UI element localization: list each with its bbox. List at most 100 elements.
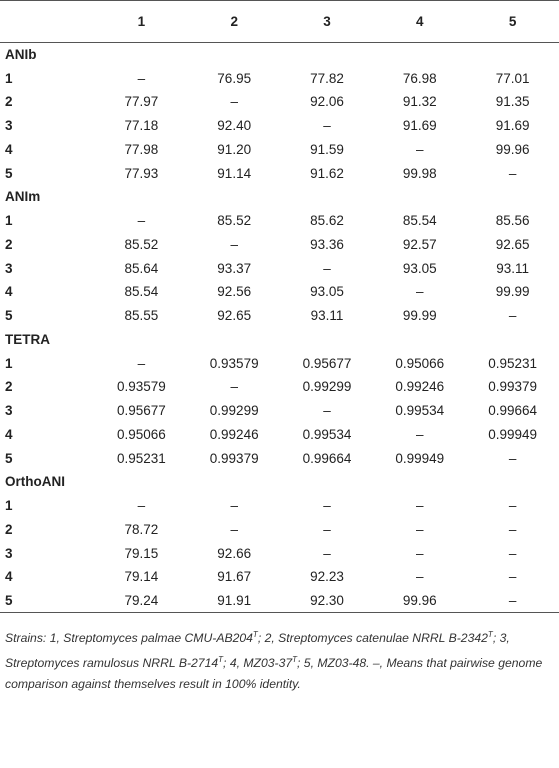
section-row: TETRA bbox=[0, 328, 559, 352]
footnote-text: ; 3, Streptomyces ramulosus NRRL B-2714 bbox=[5, 631, 510, 671]
cell: 0.99949 bbox=[488, 426, 537, 442]
cell: 78.72 bbox=[124, 521, 159, 537]
cell: – bbox=[508, 165, 517, 181]
cell: 77.98 bbox=[124, 141, 159, 157]
data-row: 4 79.14 91.67 92.23 – – bbox=[0, 565, 559, 589]
cell: – bbox=[230, 236, 238, 252]
cell: 99.96 bbox=[495, 141, 530, 157]
cell: 77.82 bbox=[310, 70, 344, 86]
cell: 0.99299 bbox=[209, 403, 259, 419]
cell: 85.55 bbox=[124, 308, 159, 324]
footnote: Strains: 1, Streptomyces palmae CMU-AB20… bbox=[5, 624, 553, 695]
cell: 91.32 bbox=[402, 94, 437, 110]
cell: – bbox=[230, 498, 238, 514]
cell: 0.95231 bbox=[488, 355, 537, 371]
cell: 76.98 bbox=[402, 70, 437, 86]
cell: 91.35 bbox=[495, 94, 530, 110]
cell: 79.14 bbox=[124, 569, 159, 585]
cell: – bbox=[416, 284, 424, 300]
cell: 85.54 bbox=[124, 284, 159, 300]
superscript: T bbox=[292, 655, 298, 665]
cell: 0.99664 bbox=[488, 403, 537, 419]
row-label: 2 bbox=[5, 379, 13, 395]
section-title: OrthoANI bbox=[5, 474, 65, 490]
cell: 99.96 bbox=[402, 592, 437, 608]
row-label: 4 bbox=[5, 141, 13, 157]
cell: 91.14 bbox=[217, 165, 252, 181]
row-label: 3 bbox=[5, 545, 13, 561]
row-label: 3 bbox=[5, 403, 13, 419]
cell: 77.18 bbox=[124, 118, 159, 134]
cell: 0.95677 bbox=[116, 403, 166, 419]
cell: 0.95066 bbox=[116, 426, 166, 442]
data-row: 3 85.64 93.37 – 93.05 93.11 bbox=[0, 256, 559, 280]
cell: 91.91 bbox=[217, 592, 252, 608]
cell: 0.95231 bbox=[116, 450, 166, 466]
cell: – bbox=[137, 355, 146, 371]
section-title: ANIm bbox=[5, 189, 41, 205]
header-row: 1 2 3 4 5 bbox=[0, 0, 559, 43]
data-row: 3 79.15 92.66 – – – bbox=[0, 541, 559, 565]
cell: – bbox=[137, 213, 146, 229]
data-row: 5 77.93 91.14 91.62 99.98 – bbox=[0, 161, 559, 185]
cell: 93.36 bbox=[310, 236, 344, 252]
cell: 85.52 bbox=[124, 236, 159, 252]
cell: 0.95066 bbox=[395, 355, 445, 371]
cell: 93.11 bbox=[496, 260, 529, 276]
cell: – bbox=[323, 521, 331, 537]
comparison-table: 1 2 3 4 5 ANIb 1 – 76.95 77.82 76.98 77.01 2 77.97 – 9… bbox=[0, 0, 559, 613]
cell: 85.62 bbox=[310, 213, 344, 229]
footnote-text: ; 4, MZ03-37 bbox=[223, 656, 293, 671]
column-header: 5 bbox=[508, 14, 517, 29]
cell: 0.99246 bbox=[209, 426, 259, 442]
cell: – bbox=[323, 403, 331, 419]
cell: 0.93579 bbox=[209, 355, 259, 371]
cell: 76.95 bbox=[217, 70, 252, 86]
row-label: 3 bbox=[5, 260, 13, 276]
cell: 92.56 bbox=[217, 284, 252, 300]
cell: – bbox=[416, 426, 424, 442]
footnote-text: ; 5, MZ03-48. –, Means that pairwise gen… bbox=[5, 656, 543, 692]
cell: 99.98 bbox=[402, 165, 437, 181]
section-title: TETRA bbox=[5, 331, 50, 347]
cell: 93.11 bbox=[310, 308, 344, 324]
data-row: 5 85.55 92.65 93.11 99.99 – bbox=[0, 304, 559, 328]
cell: – bbox=[230, 521, 238, 537]
cell: 77.01 bbox=[495, 70, 530, 86]
cell: 85.54 bbox=[402, 213, 437, 229]
cell: 91.69 bbox=[495, 118, 530, 134]
cell: 79.24 bbox=[124, 592, 159, 608]
cell: – bbox=[508, 592, 517, 608]
cell: 92.40 bbox=[217, 118, 252, 134]
cell: – bbox=[323, 545, 331, 561]
row-label: 4 bbox=[5, 569, 13, 585]
cell: – bbox=[323, 260, 331, 276]
cell: 0.99534 bbox=[395, 403, 445, 419]
cell: 92.30 bbox=[310, 592, 344, 608]
cell: 77.93 bbox=[124, 165, 159, 181]
cell: 92.66 bbox=[217, 545, 252, 561]
cell: – bbox=[508, 569, 517, 585]
row-label: 5 bbox=[5, 592, 13, 608]
row-label: 1 bbox=[5, 498, 13, 514]
data-row: 1 – 0.93579 0.95677 0.95066 0.95231 bbox=[0, 351, 559, 375]
row-label: 3 bbox=[5, 118, 13, 134]
cell: 0.99246 bbox=[395, 379, 445, 395]
cell: 92.65 bbox=[217, 308, 252, 324]
cell: – bbox=[416, 545, 424, 561]
cell: – bbox=[508, 450, 517, 466]
cell: – bbox=[416, 498, 424, 514]
cell: – bbox=[416, 521, 424, 537]
cell: 85.56 bbox=[495, 213, 530, 229]
row-label: 4 bbox=[5, 426, 13, 442]
row-label: 1 bbox=[5, 213, 13, 229]
cell: – bbox=[323, 118, 331, 134]
cell: 0.99534 bbox=[302, 426, 352, 442]
corner-cell bbox=[0, 1, 95, 43]
row-label: 1 bbox=[5, 70, 13, 86]
cell: – bbox=[137, 70, 146, 86]
data-row: 2 85.52 – 93.36 92.57 92.65 bbox=[0, 233, 559, 257]
row-label: 5 bbox=[5, 165, 13, 181]
row-label: 2 bbox=[5, 94, 13, 110]
